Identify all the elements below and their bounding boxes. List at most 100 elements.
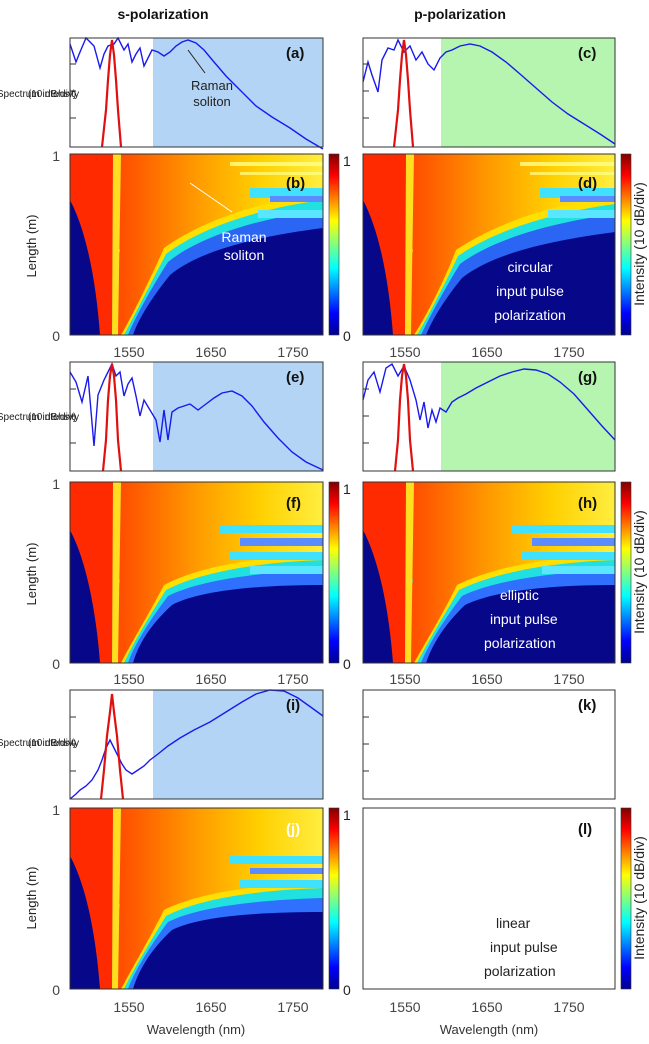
polarization-note: polarization: [494, 307, 566, 323]
polarization-note: input pulse: [490, 611, 558, 627]
colorbar-s-row2: 1 0: [328, 481, 351, 672]
x-tick-label: 1550: [389, 671, 420, 687]
raman-soliton-label: Raman: [191, 78, 233, 93]
polarization-note: polarization: [484, 963, 556, 979]
colorbar-p-row1: Intensity (10 dB/div): [620, 153, 647, 336]
x-tick-label: 1750: [277, 999, 308, 1015]
length-y-label: Length (m): [24, 867, 39, 930]
panel-tag: (c): [578, 45, 596, 62]
x-tick-label: 1750: [277, 344, 308, 360]
colorbar-min-label: 0: [343, 656, 351, 672]
spectrum-line: [69, 689, 324, 800]
y-tick-label: 1: [52, 802, 60, 818]
soliton-region-shade: [441, 38, 615, 147]
panel-tag: (b): [286, 175, 305, 192]
panel-tag: (j): [286, 821, 300, 838]
input-pulse-line: [101, 363, 123, 472]
length-y-label: Length (m): [24, 215, 39, 278]
spectrum-line: [362, 362, 616, 441]
x-ticks-row1: 1550 1650 1750 1550 1650 1750: [113, 344, 584, 360]
panel-l: linear input pulse polarization (l): [362, 807, 616, 990]
colorbar-min-label: 0: [343, 982, 351, 998]
panel-d: circular input pulse polarization (d): [362, 153, 616, 336]
soliton-region-shade: [153, 38, 323, 147]
column-title-p: p-polarization: [414, 6, 506, 22]
x-tick-label: 1650: [471, 344, 502, 360]
spectrum-line: [362, 38, 616, 145]
polarization-note: elliptic: [500, 587, 539, 603]
input-pulse-line: [99, 693, 125, 800]
spectrum-line: [69, 36, 324, 150]
x-tick-label: 1650: [195, 344, 226, 360]
spectrum-y-label: Spectrum intensity: [0, 738, 79, 749]
colorbar-max-label: 1: [343, 153, 351, 169]
polarization-note: polarization: [484, 635, 556, 651]
panel-tag: (h): [578, 495, 597, 512]
raman-soliton-label: soliton: [224, 247, 264, 263]
panel-e: (e): [69, 361, 324, 472]
panel-tag: (l): [578, 821, 592, 838]
x-tick-label: 1550: [113, 671, 144, 687]
panel-c: (c): [362, 37, 616, 148]
x-tick-label: 1650: [471, 671, 502, 687]
polarization-note: circular: [507, 259, 552, 275]
soliton-region-shade: [153, 690, 323, 799]
y-tick-label: 0: [52, 328, 60, 344]
colorbar-max-label: 1: [343, 807, 351, 823]
polarization-note: input pulse: [496, 283, 564, 299]
x-tick-label: 1550: [113, 999, 144, 1015]
panel-tag: (a): [286, 45, 304, 62]
x-tick-label: 1750: [553, 344, 584, 360]
spectrum-line: [69, 362, 324, 471]
x-tick-label: 1750: [277, 671, 308, 687]
colorbar-p-row2: Intensity (10 dB/div): [620, 481, 647, 664]
x-tick-label: 1550: [389, 344, 420, 360]
spectrum-y-label: Spectrum intensity: [0, 412, 79, 423]
spectrum-y-label: Spectrum intensity: [0, 89, 79, 100]
soliton-region-shade: [153, 362, 323, 471]
length-y-label: Length (m): [24, 543, 39, 606]
colorbar-title: Intensity (10 dB/div): [631, 182, 647, 306]
raman-soliton-label: soliton: [193, 94, 231, 109]
x-tick-label: 1550: [389, 999, 420, 1015]
spectrum-y-label: (10 dB/div): [28, 89, 76, 100]
panel-tag: (g): [578, 369, 597, 386]
panel-j: (j) 1 0: [52, 802, 324, 998]
polarization-note: input pulse: [490, 939, 558, 955]
x-ticks-row2: 1550 1650 1750 1550 1650 1750: [113, 671, 584, 687]
x-axis-label: Wavelength (nm): [147, 1022, 246, 1037]
panel-k: (k): [362, 689, 616, 800]
input-pulse-line: [393, 363, 415, 472]
panel-i: (i): [69, 689, 324, 800]
panel-tag: (i): [286, 697, 300, 714]
x-tick-label: 1550: [113, 344, 144, 360]
colorbar-title: Intensity (10 dB/div): [631, 836, 647, 960]
colorbar-max-label: 1: [343, 481, 351, 497]
input-pulse-line: [392, 39, 415, 148]
panel-tag: (d): [578, 175, 597, 192]
x-tick-label: 1650: [195, 999, 226, 1015]
spectrum-y-label: (10 dB/div): [28, 412, 76, 423]
soliton-region-shade: [441, 362, 615, 471]
colorbar-p-row3: Intensity (10 dB/div): [620, 807, 647, 990]
x-ticks-row3: 1550 1650 1750 1550 1650 1750: [113, 999, 584, 1015]
colorbar-min-label: 0: [343, 328, 351, 344]
y-tick-label: 1: [52, 476, 60, 492]
x-axis-label: Wavelength (nm): [440, 1022, 539, 1037]
colorbar-s-row3: 1 0: [328, 807, 351, 998]
x-tick-label: 1750: [553, 671, 584, 687]
column-title-s: s-polarization: [117, 6, 208, 22]
panel-h: elliptic input pulse polarization (h): [362, 481, 616, 664]
panel-b: Raman soliton (b) 1 0: [52, 148, 324, 344]
x-tick-label: 1750: [553, 999, 584, 1015]
y-tick-label: 1: [52, 148, 60, 164]
x-tick-label: 1650: [195, 671, 226, 687]
input-pulse-line: [100, 39, 123, 148]
spectrum-y-label: (10 dB/div): [28, 738, 76, 749]
panel-tag: (e): [286, 369, 304, 386]
colorbar-title: Intensity (10 dB/div): [631, 510, 647, 634]
panel-g: (g): [362, 361, 616, 472]
panel-tag: (f): [286, 495, 301, 512]
x-tick-label: 1650: [471, 999, 502, 1015]
